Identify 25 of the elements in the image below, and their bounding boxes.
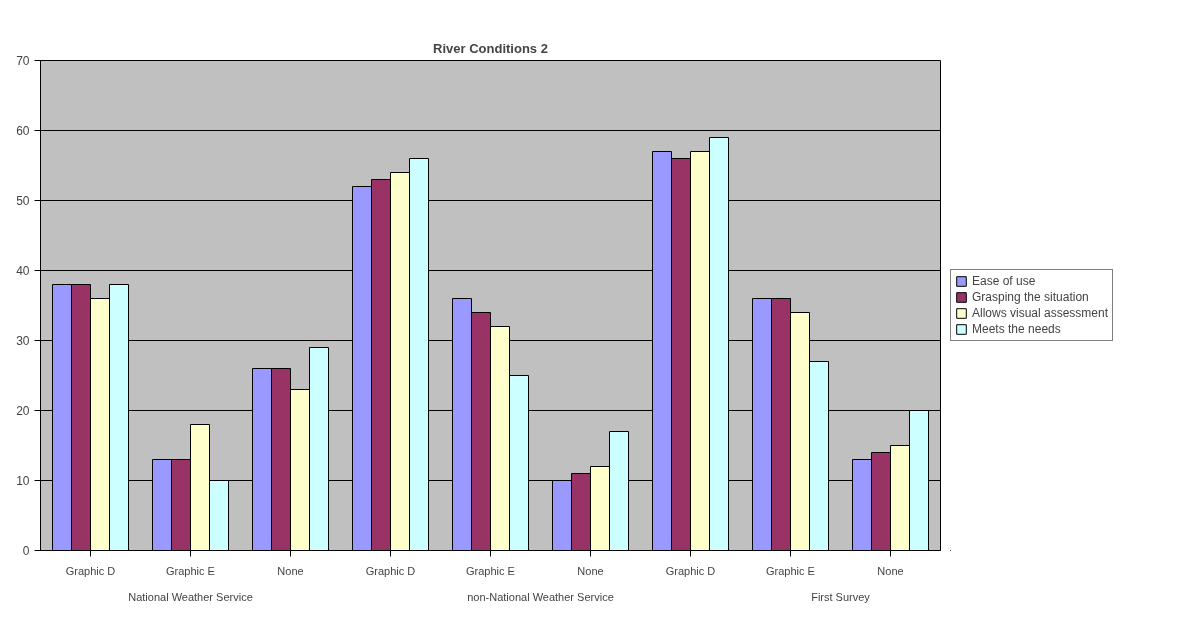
x-tick-label: Graphic E [766, 564, 815, 577]
legend-label: Allows visual assessment [972, 306, 1109, 320]
text: non-National Weather Service [467, 590, 614, 603]
legend-label: Ease of use [972, 274, 1036, 288]
y-tick-label: 40 [16, 264, 30, 278]
text: National Weather Service [128, 590, 253, 603]
x-tick-label: Graphic E [166, 564, 215, 577]
y-tick-label: 30 [16, 334, 30, 348]
x-tick-label: None [577, 564, 604, 577]
y-tick-label: 10 [16, 474, 30, 488]
text: First Survey [811, 590, 871, 603]
x-tick-label: None [277, 564, 304, 577]
legend-label: Meets the needs [972, 322, 1061, 336]
y-tick-label: 70 [16, 54, 30, 68]
x-tick-label: None [877, 564, 904, 577]
chart-title: River Conditions 2 [433, 40, 548, 56]
legend-label: Grasping the situation [972, 290, 1089, 304]
y-tick-label: 60 [16, 124, 30, 138]
x-tick-label: Graphic E [466, 564, 515, 577]
x-tick-label: Graphic D [665, 564, 716, 577]
x-tick-label: Graphic D [365, 564, 416, 577]
x-tick-label: Graphic D [65, 564, 116, 577]
y-tick-label: 50 [16, 194, 30, 208]
y-tick-label: 0 [22, 544, 30, 558]
y-tick-label: 20 [16, 404, 30, 418]
